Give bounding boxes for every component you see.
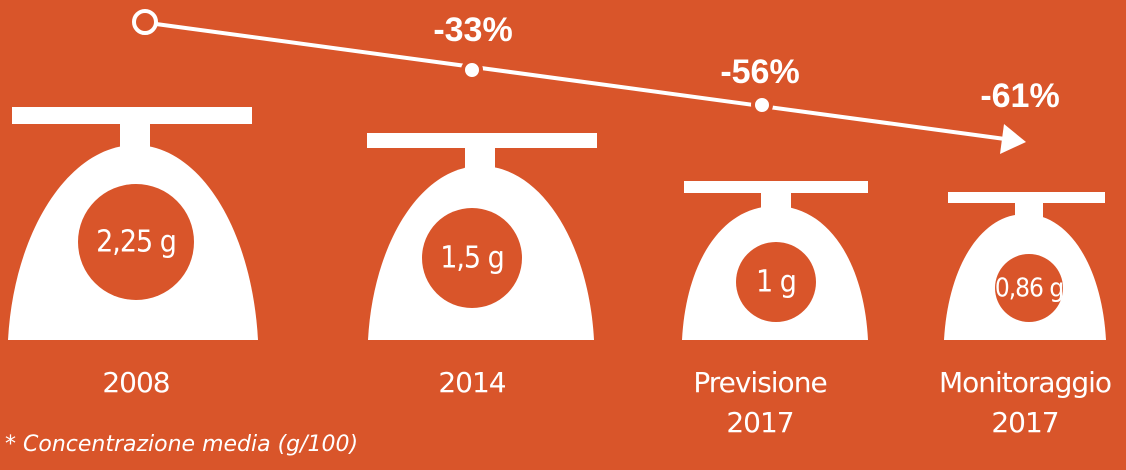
scale-dial bbox=[78, 184, 194, 300]
trend-segment bbox=[155, 22, 1006, 141]
scale-plate bbox=[12, 107, 252, 124]
change-label: -61% bbox=[980, 77, 1059, 115]
scale: 2,25 g bbox=[8, 107, 258, 340]
year-label: Previsione bbox=[693, 366, 826, 399]
scale-dial bbox=[995, 254, 1063, 322]
scale-plate bbox=[948, 192, 1105, 203]
footnote: * Concentrazione media (g/100) bbox=[5, 432, 358, 457]
weight-label: 1,5 g bbox=[440, 241, 504, 276]
year-label: 2014 bbox=[438, 366, 505, 399]
mid-point bbox=[751, 94, 773, 116]
scale-neck bbox=[761, 191, 791, 211]
scale-dial bbox=[736, 242, 816, 322]
start-point bbox=[132, 9, 158, 35]
weight-label: 2,25 g bbox=[96, 225, 176, 260]
scale: 1 g bbox=[682, 181, 868, 340]
change-label: -33% bbox=[433, 11, 512, 49]
weight-label: 1 g bbox=[756, 265, 796, 300]
scale-plate bbox=[684, 181, 868, 193]
scale: 0,86 g bbox=[944, 192, 1106, 340]
scale: 1,5 g bbox=[367, 133, 597, 340]
year-label: 2017 bbox=[726, 406, 793, 439]
trend-line bbox=[132, 9, 1026, 154]
change-label: -56% bbox=[720, 53, 799, 91]
weight-label: 0,86 g bbox=[995, 274, 1063, 304]
mid-point bbox=[461, 59, 483, 81]
scale-dial bbox=[422, 208, 522, 308]
year-label: Monitoraggio bbox=[939, 366, 1111, 399]
year-label: 2008 bbox=[102, 366, 169, 399]
year-label: 2017 bbox=[991, 406, 1058, 439]
scale-plate bbox=[367, 133, 597, 148]
scale-neck bbox=[465, 146, 495, 170]
arrow-head bbox=[1000, 124, 1026, 154]
